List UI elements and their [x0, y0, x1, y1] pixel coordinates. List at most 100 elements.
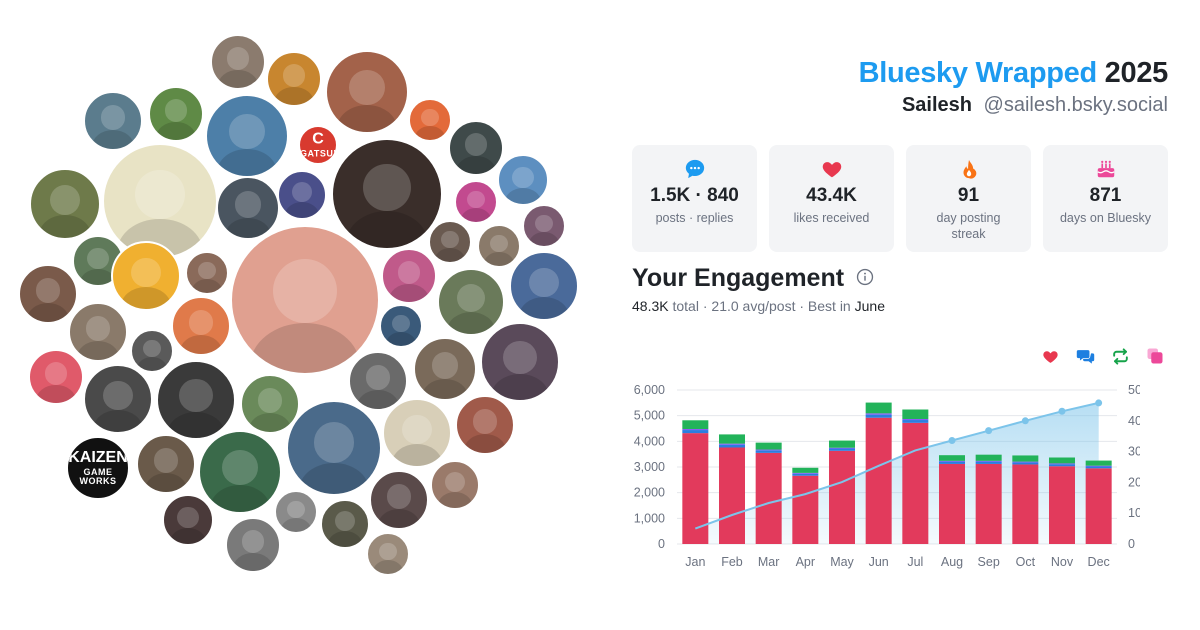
engagement-total-label: total: [672, 298, 699, 314]
bar-segment: [939, 455, 965, 461]
avatar[interactable]: [413, 337, 477, 401]
stat-days-value: 871: [1089, 185, 1122, 206]
avatar[interactable]: [216, 176, 280, 240]
avatar[interactable]: [18, 264, 78, 324]
bar-segment: [792, 467, 819, 473]
title-year: 2025: [1104, 57, 1169, 89]
avatar[interactable]: [522, 204, 566, 248]
avatar[interactable]: [437, 268, 505, 336]
avatar[interactable]: [320, 499, 370, 549]
bar-segment: [829, 447, 855, 449]
bar-segment: [1012, 462, 1039, 465]
avatar-shoulders: [518, 296, 570, 319]
avatar[interactable]: [83, 364, 153, 434]
avatar[interactable]: [171, 296, 231, 356]
avatar-face: [467, 190, 485, 209]
avatar[interactable]: [480, 322, 560, 402]
avatar-face: [143, 339, 161, 358]
avatar[interactable]: [266, 51, 322, 107]
avatar[interactable]: [102, 143, 218, 259]
avatar-face: [529, 267, 559, 297]
avatar[interactable]: [162, 494, 214, 546]
avatar[interactable]: [379, 304, 423, 348]
avatar[interactable]: [29, 168, 101, 240]
avatar-face: [490, 234, 508, 253]
stat-likes-label: likes received: [793, 211, 870, 225]
avatar-logo-text: CGATSUKO: [300, 131, 336, 159]
bar-segment: [719, 444, 745, 448]
engagement-best-month: June: [854, 298, 885, 314]
bar-segment: [682, 420, 709, 430]
avatar[interactable]: [111, 241, 181, 311]
avatar-shoulders: [385, 332, 417, 346]
avatar-face: [287, 500, 305, 519]
repost-icon[interactable]: [1110, 346, 1130, 366]
avatar-shoulders: [39, 214, 91, 238]
avatar[interactable]: [477, 224, 521, 268]
avatar[interactable]: [185, 251, 229, 295]
bar-segment: [939, 460, 965, 462]
avatar-shoulders: [218, 70, 258, 88]
avatar[interactable]: [348, 351, 408, 411]
replies-icon[interactable]: [1075, 346, 1095, 366]
user-handle[interactable]: @sailesh.bsky.social: [983, 93, 1168, 116]
y-right-tick-label: 30,000: [1128, 445, 1140, 459]
avatar[interactable]: [381, 248, 437, 304]
bar-segment: [829, 448, 855, 451]
avatar[interactable]: [369, 470, 429, 530]
cumulative-line: [694, 401, 1099, 530]
avatar[interactable]: [136, 434, 196, 494]
page-title: Bluesky Wrapped 2025: [858, 57, 1169, 90]
avatar[interactable]: KAIZEN GAME WORKS: [66, 436, 130, 500]
avatar-shoulders: [491, 374, 549, 400]
avatar-shoulders: [120, 286, 172, 309]
avatar-shoulders: [504, 187, 542, 204]
avatar[interactable]: [198, 430, 282, 514]
avatar-shoulders: [179, 334, 223, 354]
avatar[interactable]: [454, 180, 498, 224]
bar-segment: [902, 409, 929, 420]
title-brand: Bluesky Wrapped: [858, 57, 1098, 89]
avatar[interactable]: [430, 460, 480, 510]
avatar[interactable]: [72, 235, 124, 287]
avatar[interactable]: [156, 360, 236, 440]
engagement-total-value: 48.3K: [632, 298, 669, 314]
avatar-logo-subtext: GATSUKO: [300, 148, 336, 159]
avatar-face: [188, 310, 214, 335]
avatar[interactable]: [148, 86, 204, 142]
avatar-face: [257, 388, 283, 413]
avatar[interactable]: [277, 170, 327, 220]
avatar[interactable]: [225, 517, 281, 573]
avatar[interactable]: [83, 91, 143, 151]
avatar-face: [349, 69, 385, 105]
avatar[interactable]: [130, 329, 174, 373]
heart-icon[interactable]: [1040, 346, 1060, 366]
avatar-face: [234, 191, 262, 218]
avatar[interactable]: [428, 220, 472, 264]
avatar-shoulders: [156, 122, 196, 140]
avatar[interactable]: [240, 374, 300, 434]
avatar[interactable]: [68, 302, 128, 362]
avatar[interactable]: [497, 154, 549, 206]
y-left-tick-label: 3,000: [634, 460, 665, 474]
avatar[interactable]: [205, 94, 289, 178]
avatar[interactable]: [331, 138, 443, 250]
avatar[interactable]: [286, 400, 382, 496]
avatar[interactable]: [382, 398, 452, 468]
avatar[interactable]: [448, 120, 504, 176]
avatar[interactable]: [509, 251, 579, 321]
info-icon[interactable]: [856, 264, 874, 293]
avatar[interactable]: [325, 50, 409, 134]
avatar[interactable]: [455, 395, 515, 455]
avatar[interactable]: [28, 349, 84, 405]
avatar[interactable]: CGATSUKO: [298, 125, 338, 165]
avatar[interactable]: [274, 490, 318, 534]
quote-icon[interactable]: [1145, 346, 1165, 366]
avatar[interactable]: [408, 98, 452, 142]
avatar-shoulders: [528, 232, 560, 246]
avatar[interactable]: [230, 225, 380, 375]
avatar[interactable]: [210, 34, 266, 90]
stat-posts-card: 1.5K · 840 posts · replies: [632, 145, 757, 252]
avatar[interactable]: [366, 532, 410, 576]
avatar-shoulders: [336, 104, 398, 132]
